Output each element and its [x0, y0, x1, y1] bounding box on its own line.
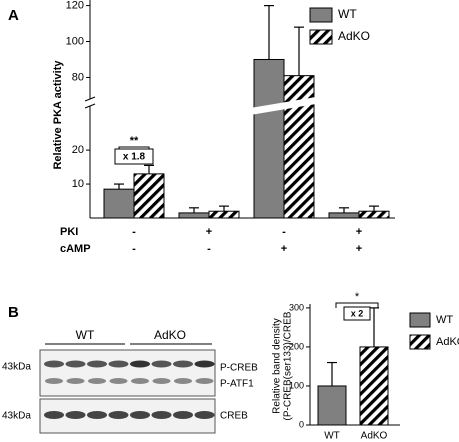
axis-break — [85, 99, 95, 106]
band — [65, 411, 86, 419]
bar — [133, 173, 165, 219]
condition-label: PKI — [60, 226, 78, 238]
y-axis-label: Relative PKA activity — [52, 60, 64, 170]
axis-break-mark — [84, 103, 96, 109]
band — [195, 378, 214, 384]
bar — [103, 188, 135, 219]
bar — [358, 210, 390, 219]
bracket — [335, 302, 379, 308]
marker-label: 43kDa — [2, 411, 31, 422]
band — [151, 360, 172, 368]
y-axis-label: Relative band density — [272, 318, 283, 414]
band — [151, 411, 172, 419]
ratio-label: x 1.8 — [123, 152, 146, 163]
band — [131, 378, 149, 384]
marker-label: 43kDa — [2, 362, 31, 373]
bar — [253, 58, 285, 219]
band — [130, 360, 150, 368]
band — [174, 378, 192, 384]
band — [173, 411, 193, 419]
band — [108, 411, 129, 419]
bar — [283, 75, 315, 219]
panel-label: A — [8, 7, 19, 24]
y-tick-label: 80 — [72, 71, 84, 83]
band — [194, 360, 215, 368]
band — [152, 378, 171, 384]
bar — [328, 212, 360, 219]
band — [44, 360, 64, 368]
condition-sign: - — [132, 243, 136, 255]
band — [88, 378, 106, 384]
axis-break — [238, 96, 322, 117]
band-label: CREB — [220, 411, 248, 422]
group-label: WT — [76, 328, 95, 342]
band — [87, 411, 107, 419]
band — [87, 360, 107, 368]
significance: * — [355, 291, 360, 303]
band-label: P-CREB — [220, 363, 258, 374]
y-tick-label: 300 — [289, 302, 304, 312]
group-label: AdKO — [154, 328, 186, 342]
condition-label: cAMP — [60, 243, 91, 255]
blot-frame — [39, 349, 216, 397]
significance: ** — [130, 135, 139, 147]
ratio-box — [343, 306, 371, 321]
band — [109, 378, 128, 384]
condition-sign: - — [207, 243, 211, 255]
condition-sign: + — [356, 243, 362, 255]
bar — [317, 385, 347, 426]
band — [44, 411, 64, 419]
condition-sign: + — [356, 226, 362, 238]
y-axis-label: (P-CREB(ser133)/CREB — [283, 311, 294, 420]
panel-label: B — [8, 304, 19, 321]
legend-swatch — [409, 312, 431, 328]
condition-sign: + — [206, 226, 212, 238]
ratio-box — [114, 148, 154, 165]
legend-label: AdKO — [338, 29, 370, 43]
bar — [359, 346, 389, 426]
y-tick-label: 20 — [72, 144, 84, 156]
axis-break-mark — [84, 96, 96, 102]
condition-sign: - — [282, 226, 286, 238]
y-tick-label: 100 — [289, 380, 304, 390]
y-tick-label: 200 — [289, 341, 304, 351]
legend-swatch — [309, 7, 333, 23]
bar — [178, 212, 210, 219]
legend-label: AdKO — [436, 336, 459, 348]
western-blot: WT AdKO 43kDa 43kDa P-CREB P-ATF1 CREB — [2, 328, 258, 434]
legend-label: WT — [338, 7, 357, 21]
band-label: P-ATF1 — [220, 379, 254, 390]
y-tick-label: 10 — [72, 178, 84, 190]
band — [130, 411, 150, 419]
x-tick-label: AdKO — [361, 431, 388, 442]
condition-sign: + — [281, 243, 287, 255]
y-tick-label: 120 — [66, 0, 84, 11]
ratio-label: x 2 — [351, 308, 364, 318]
band — [194, 411, 215, 419]
bar — [208, 210, 240, 219]
legend-swatch — [409, 334, 431, 350]
x-tick-label: WT — [324, 431, 340, 442]
band — [108, 360, 129, 368]
band — [45, 378, 63, 384]
legend-swatch — [309, 29, 333, 45]
y-tick-label: 100 — [66, 35, 84, 47]
condition-sign: - — [132, 226, 136, 238]
band — [66, 378, 85, 384]
band — [173, 360, 193, 368]
legend-label: WT — [436, 314, 453, 326]
y-tick-label: 0 — [299, 419, 304, 429]
band — [65, 360, 86, 368]
